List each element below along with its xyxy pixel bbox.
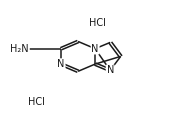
Text: HCl: HCl bbox=[28, 97, 45, 107]
Text: N: N bbox=[57, 59, 65, 69]
Text: H₂N: H₂N bbox=[10, 44, 29, 54]
Text: N: N bbox=[106, 65, 114, 75]
Text: HCl: HCl bbox=[89, 18, 106, 28]
Text: N: N bbox=[91, 44, 99, 54]
